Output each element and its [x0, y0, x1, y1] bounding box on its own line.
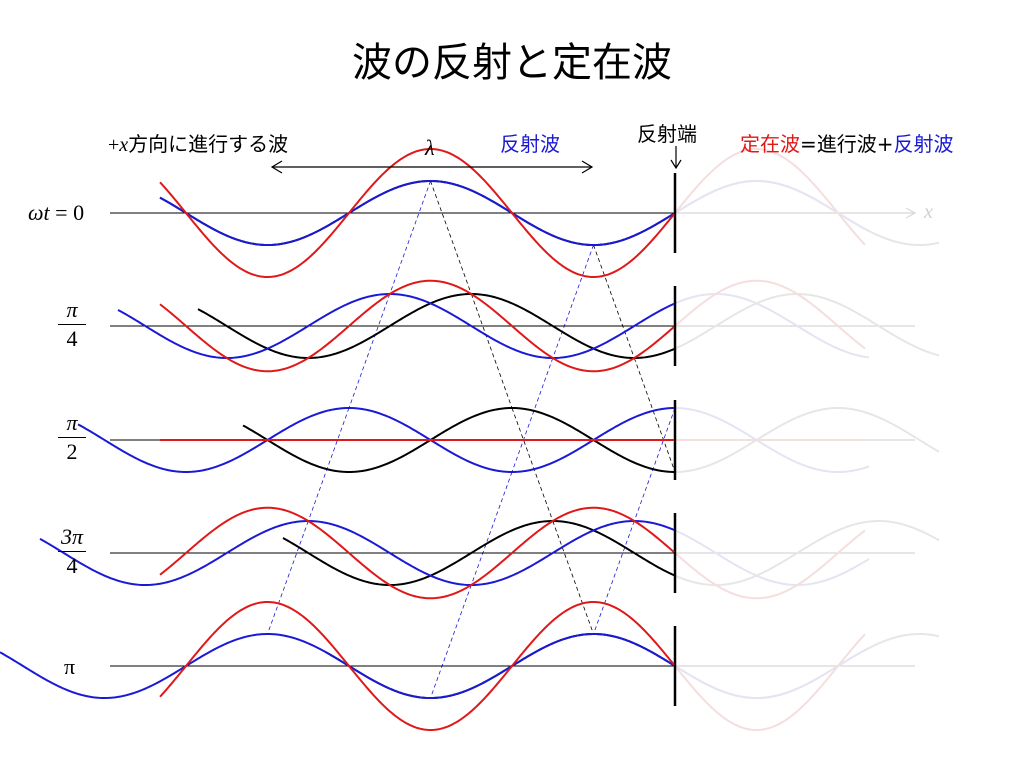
reflected-wave-term: 反射波: [893, 132, 954, 156]
reflected-guide-line: [633, 407, 676, 522]
fraction-numerator: π: [66, 410, 78, 435]
incident-guide-line: [430, 180, 472, 295]
row-label-0: ωt = 0: [28, 200, 84, 226]
faded-reflected-1: [674, 292, 870, 359]
waves-layer: [0, 147, 676, 732]
faded-reflected-3: [674, 529, 870, 587]
reflected-wave-label: 反射波: [500, 132, 560, 156]
fraction-bar: [58, 551, 86, 552]
wavelength-arrowhead-right: [581, 160, 594, 174]
faded-standing-1: [674, 279, 866, 350]
omega-t: ωt: [28, 200, 50, 225]
faded-incident-3: [674, 519, 940, 587]
fraction-bar: [58, 324, 86, 325]
guide-lines-layer: [267, 180, 676, 699]
wavelength-arrowhead-left: [270, 160, 283, 174]
reflection-end-arrowhead: [670, 159, 682, 170]
incident-guide-line: [470, 293, 513, 409]
faded-standing-4: [674, 633, 866, 732]
faded-reflected-4: [674, 647, 870, 700]
incident-wave-3: [282, 519, 676, 587]
faded-incident-2: [674, 407, 940, 473]
incident-suffix: 方向に進行する波: [128, 132, 289, 156]
incident-guide-line: [552, 520, 594, 635]
reflected-guide-line: [552, 244, 594, 359]
reflected-guide-line: [470, 471, 513, 586]
reflected-guide-line: [307, 407, 350, 522]
equals-sign: =: [800, 132, 817, 156]
markers-layer: [270, 146, 682, 174]
x-axis-label: x: [924, 201, 933, 223]
standing-wave-3: [159, 506, 675, 600]
incident-guide-line: [511, 407, 554, 522]
reflected-guide-line: [389, 180, 431, 295]
standing-wave-4: [159, 600, 675, 732]
reflected-wave-1: [117, 292, 675, 360]
standing-wave-equation: 定在波=進行波+反射波: [740, 128, 954, 157]
faded-standing-0: [674, 147, 866, 246]
reflected-guide-line: [511, 357, 554, 473]
x-axis-arrowhead: [905, 207, 917, 219]
reflected-guide-line: [348, 293, 391, 409]
standing-wave-term: 定在波: [740, 132, 800, 156]
standing-wave-0: [159, 147, 675, 279]
reflected-wave-2: [77, 407, 675, 474]
progressive-wave-term: 進行波: [816, 132, 877, 156]
fraction-bar: [58, 437, 86, 438]
reflected-guide-line: [267, 520, 309, 635]
page-title: 波の反射と定在波: [352, 40, 672, 86]
standing-wave-1: [159, 279, 675, 373]
incident-prefix: +: [108, 134, 120, 156]
equals: =: [49, 200, 74, 225]
fraction-denominator: 4: [66, 326, 78, 351]
fraction-numerator: π: [66, 297, 78, 322]
plus-sign: +: [876, 132, 894, 156]
reflected-wave-3: [39, 519, 675, 587]
reflected-guide-line: [430, 584, 472, 699]
reflection-end-label: 反射端: [637, 122, 697, 146]
row-label-4: π: [64, 654, 76, 679]
zero: 0: [73, 200, 85, 225]
fraction-denominator: 2: [66, 439, 78, 464]
faded-incident-1: [674, 292, 940, 357]
reflected-guide-line: [593, 520, 635, 635]
incident-guide-line: [593, 244, 635, 359]
reflected-wave-4: [0, 632, 675, 700]
faded-reflected-2: [674, 407, 870, 473]
incident-wave-2: [242, 407, 676, 474]
row-label-1: π 4: [52, 298, 92, 351]
incident-variable: x: [119, 134, 129, 156]
incident-guide-line: [633, 357, 676, 473]
fraction-denominator: 4: [66, 553, 78, 578]
row-label-3: 3π 4: [52, 525, 92, 578]
wavelength-label: λ: [425, 135, 435, 160]
incident-wave-label: +x方向に進行する波: [108, 128, 288, 157]
reflected-wave-0: [159, 179, 675, 247]
faded-continuation-layer: [674, 147, 940, 732]
row-label-2: π 2: [52, 411, 92, 464]
fraction-numerator: 3π: [60, 524, 84, 549]
faded-standing-3: [674, 529, 866, 600]
faded-reflected-0: [674, 179, 870, 232]
